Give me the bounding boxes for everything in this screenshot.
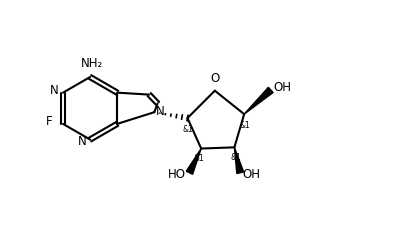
Text: &1: &1 [194, 154, 205, 163]
Text: OH: OH [274, 81, 292, 95]
Polygon shape [234, 147, 244, 174]
Text: N: N [77, 135, 86, 148]
Text: F: F [45, 115, 52, 128]
Text: &1: &1 [231, 153, 242, 162]
Text: HO: HO [168, 168, 186, 181]
Text: O: O [210, 72, 219, 85]
Polygon shape [244, 87, 273, 114]
Text: NH₂: NH₂ [81, 57, 103, 70]
Text: N: N [50, 84, 59, 97]
Text: N: N [156, 105, 165, 118]
Polygon shape [186, 149, 201, 174]
Text: &1: &1 [183, 125, 194, 134]
Text: OH: OH [242, 168, 260, 181]
Text: &1: &1 [239, 121, 250, 130]
